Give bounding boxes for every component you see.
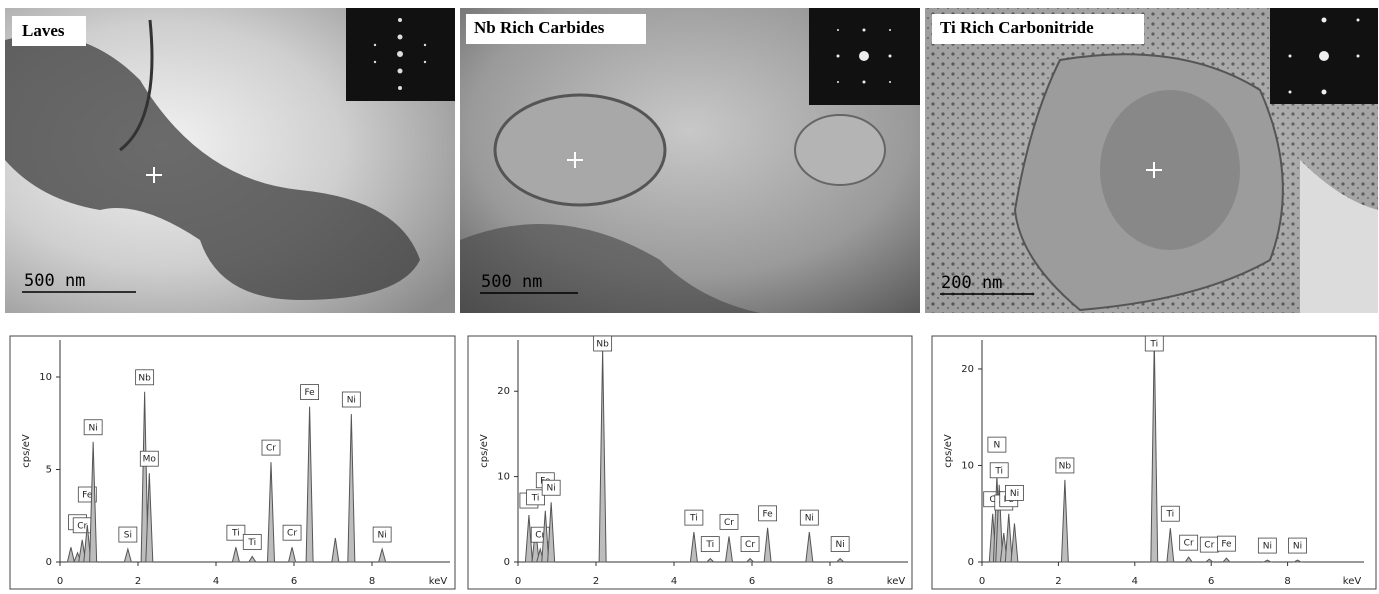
y-tick-label: 10: [39, 372, 52, 383]
peak-label: Ni: [347, 396, 356, 406]
peak-label: Ni: [805, 514, 814, 524]
x-tick-label: 6: [749, 576, 755, 587]
peak-label: Cr: [287, 529, 297, 539]
peak-label: Ti: [247, 538, 256, 548]
peak-label: Cr: [1184, 539, 1194, 549]
x-tick-label: 6: [1208, 576, 1214, 587]
x-tick-label: 4: [671, 576, 677, 587]
peak-label: Cr: [77, 521, 87, 531]
x-tick-label: 8: [369, 576, 375, 587]
x-tick-label: 2: [1055, 576, 1061, 587]
peak-label: Ti: [1165, 510, 1174, 520]
figure: Laves 500 nm Nb Rich Carbides 500 nm Ti …: [0, 0, 1379, 590]
peak-label: Ni: [378, 531, 387, 541]
y-tick-label: 10: [961, 460, 974, 471]
tem-image: [925, 8, 1378, 313]
y-axis-label: cps/eV: [479, 434, 490, 468]
peak-label: Ni: [547, 484, 556, 494]
x-tick-label: 8: [1284, 576, 1290, 587]
x-tick-label: 2: [135, 576, 141, 587]
peak-label: Cr: [724, 518, 734, 528]
y-tick-label: 20: [961, 364, 974, 375]
x-tick-label: 6: [291, 576, 297, 587]
peak-label: Si: [124, 531, 132, 541]
peak-label: Ti: [689, 514, 698, 524]
peak-label: Cr: [745, 540, 755, 550]
peak-label: N: [994, 441, 1001, 451]
tem-image: [460, 8, 920, 313]
x-tick-label: 0: [515, 576, 521, 587]
y-tick-label: 5: [46, 465, 52, 476]
peak-label: Fe: [304, 388, 315, 398]
x-tick-label: 4: [1132, 576, 1138, 587]
x-axis-label: keV: [429, 576, 448, 587]
scale-bar-label: 500 nm: [481, 272, 542, 292]
x-tick-label: 8: [827, 576, 833, 587]
peak-label: Ti: [1149, 340, 1158, 350]
x-axis-label: keV: [887, 576, 906, 587]
peak-label: Ni: [1263, 542, 1272, 552]
scale-bar-label: 200 nm: [941, 273, 1002, 293]
scale-bar-label: 500 nm: [24, 271, 85, 291]
peak-label: Cr: [1204, 541, 1214, 551]
x-tick-label: 4: [213, 576, 219, 587]
peak-label: Fe: [1221, 540, 1232, 550]
y-tick-label: 20: [497, 386, 510, 397]
peak-label: Fe: [762, 509, 773, 519]
peak-label: Ti: [231, 529, 240, 539]
image-title: Ti Rich Carbonitride: [940, 18, 1094, 37]
peak-label: Nb: [1059, 461, 1072, 471]
x-tick-label: 2: [593, 576, 599, 587]
x-axis-label: keV: [1343, 576, 1362, 587]
peak-label: Ti: [705, 540, 714, 550]
y-tick-label: 0: [504, 557, 510, 568]
tem-image: [5, 8, 455, 313]
y-axis-label: cps/eV: [21, 434, 32, 468]
peak-label: Ni: [1293, 542, 1302, 552]
x-tick-label: 0: [979, 576, 985, 587]
peak-label: Nb: [138, 373, 151, 383]
peak-label: Mo: [143, 455, 157, 465]
x-tick-label: 0: [57, 576, 63, 587]
peak-label: Ti: [531, 493, 540, 503]
peak-label: Nb: [596, 340, 609, 350]
peak-label: Ti: [994, 466, 1003, 476]
chart-frame: [10, 336, 455, 589]
peak-label: Cr: [266, 444, 276, 454]
y-tick-label: 10: [497, 472, 510, 483]
y-axis-label: cps/eV: [943, 434, 954, 468]
peak-label: Ni: [89, 423, 98, 433]
peak-label: Ni: [836, 540, 845, 550]
peak-label: Ni: [1010, 489, 1019, 499]
y-tick-label: 0: [968, 557, 974, 568]
y-tick-label: 0: [46, 557, 52, 568]
image-title: Laves: [22, 21, 65, 40]
image-title: Nb Rich Carbides: [474, 18, 605, 37]
